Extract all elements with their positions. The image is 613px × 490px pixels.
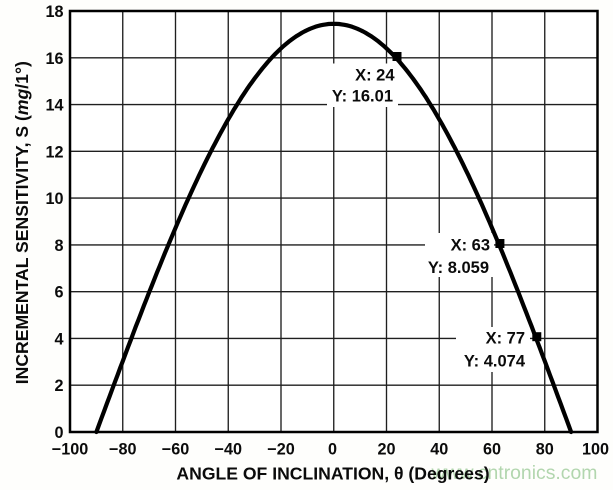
svg-text:20: 20 xyxy=(377,441,395,459)
svg-text:www.cntronics.com: www.cntronics.com xyxy=(431,462,598,484)
svg-text:80: 80 xyxy=(536,441,554,459)
svg-text:−60: −60 xyxy=(162,441,189,459)
svg-text:18: 18 xyxy=(45,3,63,21)
svg-text:Y: 8.059: Y: 8.059 xyxy=(428,259,489,277)
svg-text:X: 63: X: 63 xyxy=(451,237,490,255)
svg-text:Y: 16.01: Y: 16.01 xyxy=(332,88,393,106)
svg-text:0: 0 xyxy=(328,441,337,459)
svg-text:12: 12 xyxy=(45,143,63,161)
svg-text:60: 60 xyxy=(483,441,501,459)
svg-text:14: 14 xyxy=(45,97,63,115)
svg-text:−80: −80 xyxy=(109,441,136,459)
svg-text:−40: −40 xyxy=(215,441,242,459)
svg-text:ANGLE OF INCLINATION, θ (Degre: ANGLE OF INCLINATION, θ (Degrees) xyxy=(176,464,489,484)
svg-text:4: 4 xyxy=(54,330,63,348)
svg-text:100: 100 xyxy=(582,441,609,459)
svg-text:2: 2 xyxy=(54,377,63,395)
svg-text:−20: −20 xyxy=(267,441,294,459)
svg-text:Y: 4.074: Y: 4.074 xyxy=(464,353,526,371)
svg-text:6: 6 xyxy=(54,284,63,302)
svg-text:40: 40 xyxy=(430,441,448,459)
svg-text:8: 8 xyxy=(54,237,63,255)
svg-text:16: 16 xyxy=(45,50,63,68)
svg-text:10: 10 xyxy=(45,190,63,208)
svg-text:X: 24: X: 24 xyxy=(355,67,395,85)
svg-text:X: 77: X: 77 xyxy=(486,330,525,348)
svg-text:INCREMENTAL SENSITIVITY, S (mg: INCREMENTAL SENSITIVITY, S (mg/1°) xyxy=(12,61,32,384)
svg-text:0: 0 xyxy=(54,424,63,442)
svg-text:−100: −100 xyxy=(52,441,88,459)
